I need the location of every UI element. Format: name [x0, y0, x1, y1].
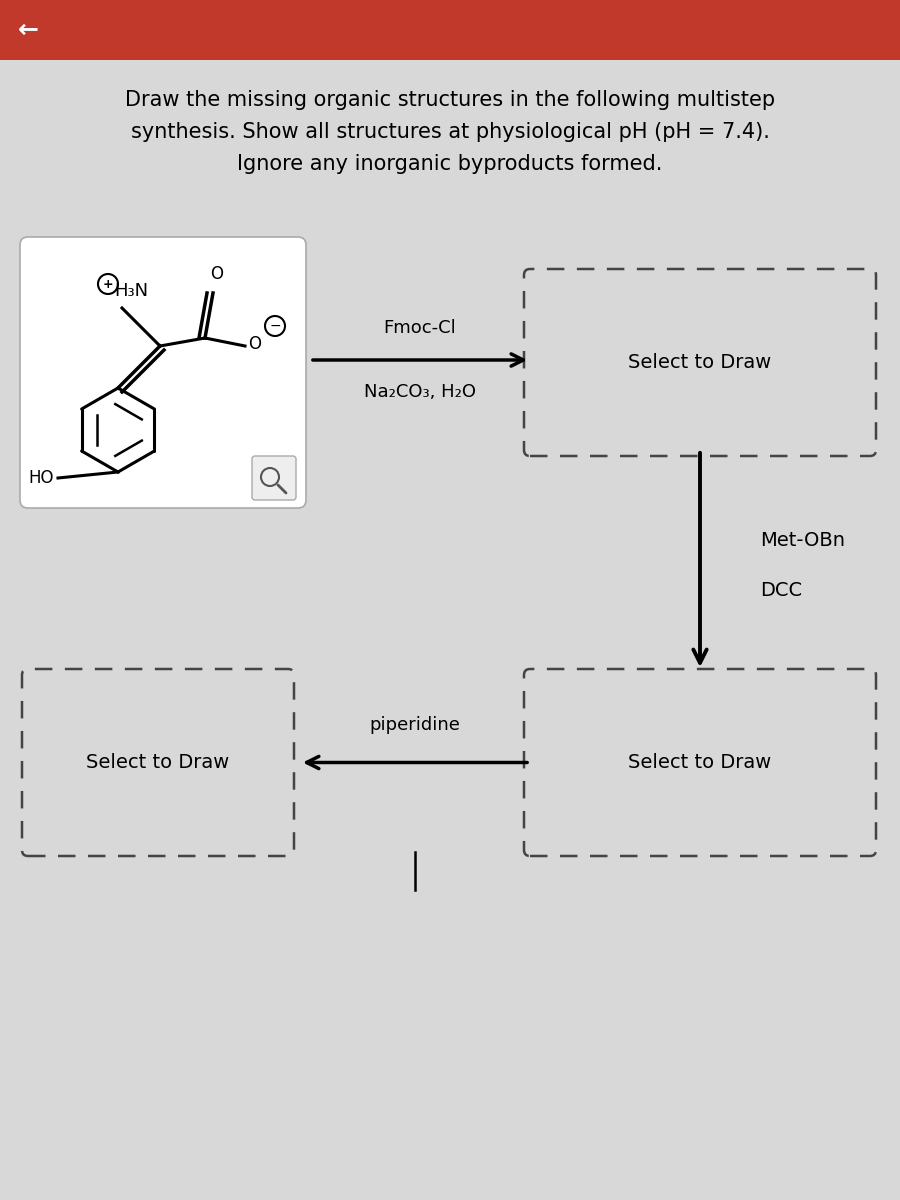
FancyBboxPatch shape — [20, 236, 306, 508]
FancyBboxPatch shape — [524, 269, 876, 456]
Text: Fmoc-Cl: Fmoc-Cl — [383, 319, 456, 337]
Text: piperidine: piperidine — [370, 715, 461, 733]
FancyBboxPatch shape — [252, 456, 296, 500]
Text: Select to Draw: Select to Draw — [86, 754, 230, 772]
Text: O: O — [248, 335, 261, 353]
FancyBboxPatch shape — [524, 670, 876, 856]
Text: H₃N: H₃N — [114, 282, 148, 300]
Text: Na₂CO₃, H₂O: Na₂CO₃, H₂O — [364, 383, 476, 401]
Text: Met-OBn: Met-OBn — [760, 530, 845, 550]
Text: −: − — [269, 319, 281, 332]
Text: HO: HO — [28, 469, 53, 487]
Text: DCC: DCC — [760, 581, 802, 600]
Text: Select to Draw: Select to Draw — [628, 353, 771, 372]
Text: ←: ← — [18, 18, 39, 42]
Text: Draw the missing organic structures in the following multistep: Draw the missing organic structures in t… — [125, 90, 775, 110]
Text: synthesis. Show all structures at physiological pH (pH = 7.4).: synthesis. Show all structures at physio… — [130, 122, 770, 142]
FancyBboxPatch shape — [22, 670, 294, 856]
Text: Ignore any inorganic byproducts formed.: Ignore any inorganic byproducts formed. — [238, 154, 662, 174]
Text: Select to Draw: Select to Draw — [628, 754, 771, 772]
Bar — [0, 0, 900, 60]
Text: +: + — [103, 277, 113, 290]
Text: O: O — [211, 265, 223, 283]
